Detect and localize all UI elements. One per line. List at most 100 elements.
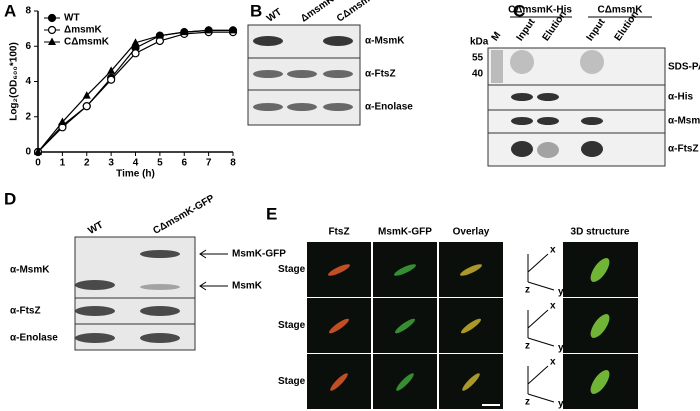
band <box>140 306 180 316</box>
y-tick-label: 0 <box>25 147 31 158</box>
column-label: 3D structure <box>571 227 630 238</box>
data-point <box>155 31 164 39</box>
lane-label: CΔmsmK <box>335 0 379 25</box>
cell-3d <box>590 370 610 394</box>
cell-3d <box>590 258 610 282</box>
cell <box>329 318 349 334</box>
band <box>75 333 115 343</box>
row-label: Stage 1 <box>278 264 314 275</box>
axis-letter: y <box>558 399 564 410</box>
blot-row-label: α-MsmK <box>365 36 405 47</box>
data-point <box>58 117 67 126</box>
axis-letter: y <box>558 287 564 298</box>
data-point <box>34 147 42 155</box>
data-point <box>131 49 140 58</box>
column-label: MsmK-GFP <box>378 227 432 238</box>
group-label: CΔmsmK <box>598 5 644 16</box>
y-axis-label: Log₂(OD₆₀₀*100) <box>9 42 20 121</box>
band <box>253 70 283 78</box>
band <box>287 70 317 78</box>
x-tick-label: 4 <box>133 158 139 169</box>
band <box>253 36 283 46</box>
lane-label: ΔmsmK <box>299 0 337 25</box>
data-point <box>82 102 91 111</box>
band <box>253 103 283 111</box>
axis-letter: z <box>525 397 530 408</box>
x-tick-label: 8 <box>230 158 236 169</box>
band <box>323 36 353 46</box>
y-tick-label: 8 <box>25 6 31 17</box>
legend-marker <box>47 13 57 23</box>
data-point <box>107 66 116 74</box>
band <box>287 103 317 111</box>
cell <box>396 373 414 391</box>
panel-label: B <box>250 1 262 20</box>
cell <box>460 264 482 276</box>
panel-label: C <box>513 1 525 20</box>
blot-row-label: α-MsmK <box>10 265 50 276</box>
band <box>511 141 533 157</box>
blot-row-label: α-FtsZ <box>10 306 41 317</box>
y-tick-label: 6 <box>25 41 31 52</box>
band <box>581 117 603 125</box>
data-point <box>229 25 237 34</box>
x-tick-label: 3 <box>108 158 114 169</box>
gel-ladder <box>491 50 503 83</box>
blot-row-label: α-MsmK <box>668 116 700 127</box>
cell <box>461 318 481 334</box>
x-tick-label: 1 <box>60 158 66 169</box>
arrow <box>199 249 228 259</box>
blot-row-label: α-FtsZ <box>668 144 699 155</box>
axis-letter: z <box>525 285 530 296</box>
arrow-label: MsmK <box>232 281 263 292</box>
column-label: FtsZ <box>328 227 349 238</box>
axis-letter: x <box>550 357 556 368</box>
lane-label: Input <box>585 16 608 43</box>
column-label: Overlay <box>453 227 490 238</box>
panel-label: A <box>4 1 16 20</box>
cell <box>462 373 480 391</box>
cell <box>330 373 348 391</box>
axis-letter: z <box>525 341 530 352</box>
band <box>75 306 115 316</box>
lane-label: M <box>490 30 504 43</box>
blot-row-label: α-His <box>668 92 693 103</box>
panel-label: E <box>266 204 277 223</box>
band <box>581 141 603 157</box>
kda-title: kDa <box>470 37 489 48</box>
band <box>511 93 533 101</box>
x-axis-label: Time (h) <box>116 169 155 180</box>
panel-label: D <box>4 189 16 208</box>
legend-marker <box>48 37 56 45</box>
kda-marker: 55 <box>472 53 484 64</box>
band <box>537 142 559 158</box>
blot-row-label: α-Enolase <box>365 102 413 113</box>
band <box>75 280 115 290</box>
x-tick-label: 5 <box>157 158 163 169</box>
axis-letter: x <box>550 301 556 312</box>
y-tick-label: 4 <box>25 76 31 87</box>
axes-glyph <box>527 309 555 347</box>
cell <box>394 264 416 276</box>
y-tick-label: 2 <box>25 111 31 122</box>
kda-marker: 40 <box>472 69 484 80</box>
data-point <box>180 27 189 36</box>
band <box>537 93 559 101</box>
data-point <box>204 25 213 34</box>
blot-row-label: α-FtsZ <box>365 69 396 80</box>
legend-marker <box>47 25 57 35</box>
blot-row-label: SDS-PAGE <box>668 62 700 73</box>
band <box>323 70 353 78</box>
axis-letter: y <box>558 343 564 354</box>
axes-glyph <box>527 253 555 291</box>
axis-letter: x <box>550 245 556 256</box>
row-label: Stage 3 <box>278 376 314 387</box>
arrow <box>199 281 228 291</box>
lane-label: WT <box>86 220 105 237</box>
blot-row-label: α-Enolase <box>10 333 58 344</box>
row-label: Stage 2 <box>278 320 314 331</box>
data-point <box>82 91 91 99</box>
x-tick-label: 6 <box>181 158 187 169</box>
cell <box>395 318 415 334</box>
